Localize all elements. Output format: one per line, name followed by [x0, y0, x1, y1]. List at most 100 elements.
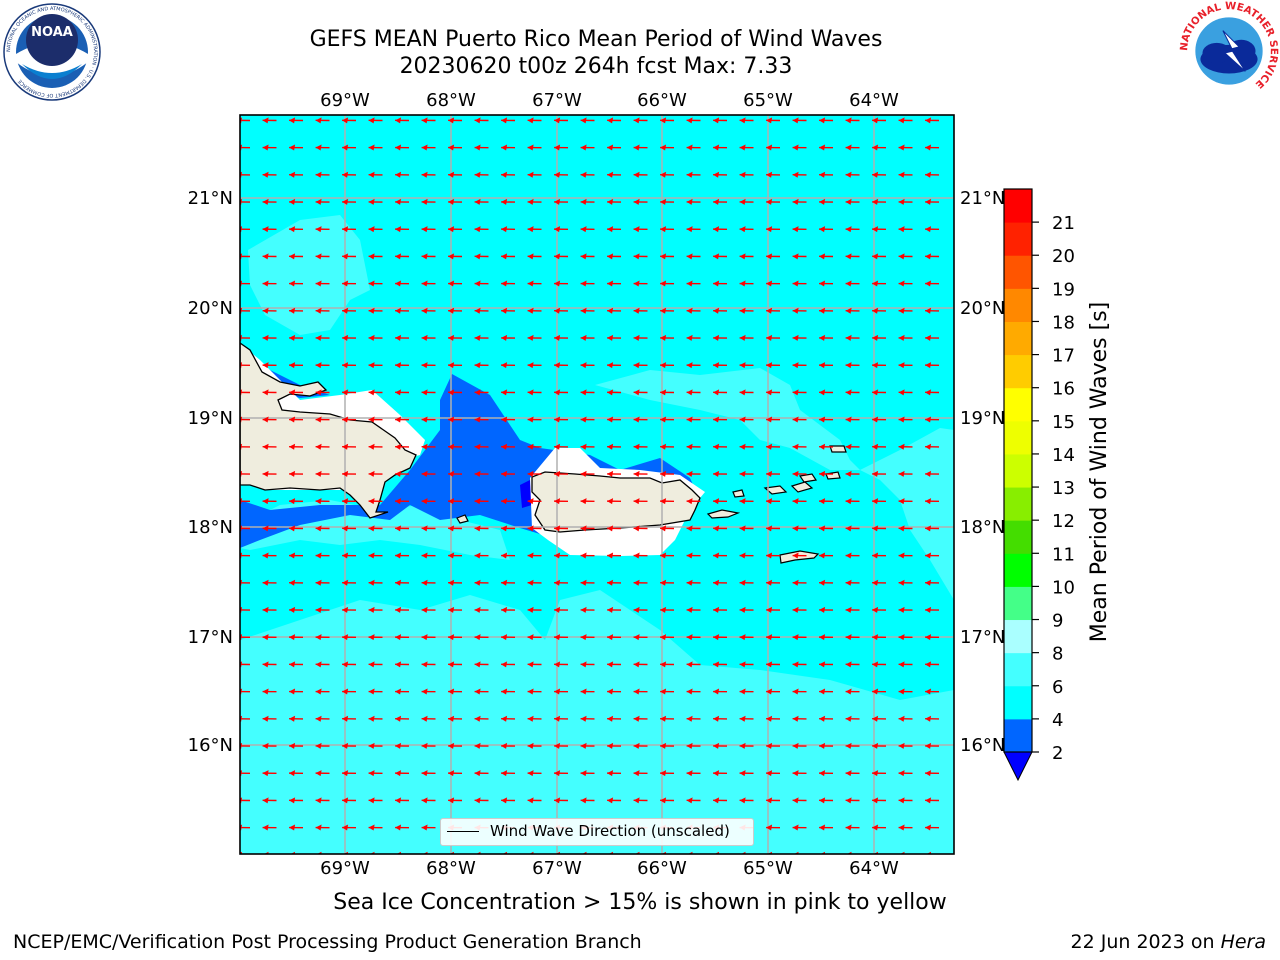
wind-wave-arrow	[872, 634, 887, 641]
wind-wave-arrow	[262, 470, 277, 477]
wind-wave-arrow	[633, 742, 648, 749]
land-virgin-islands	[732, 489, 745, 498]
wind-wave-arrow	[739, 606, 754, 613]
colorbar-segment	[1004, 255, 1032, 289]
wind-wave-arrow	[845, 606, 860, 613]
wind-wave-arrow	[474, 334, 489, 341]
wind-wave-arrow	[395, 171, 410, 178]
wind-wave-arrow	[713, 226, 728, 233]
wind-wave-arrow	[315, 280, 330, 287]
wind-wave-arrow	[421, 634, 436, 641]
wind-wave-arrow	[421, 226, 436, 233]
wind-wave-arrow	[395, 198, 410, 205]
wind-wave-arrow	[925, 770, 940, 777]
wind-wave-arrow	[792, 525, 807, 532]
wind-wave-arrow	[580, 606, 595, 613]
wind-wave-arrow	[898, 742, 913, 749]
wind-wave-arrow	[501, 552, 516, 559]
wind-wave-arrow	[368, 416, 383, 423]
wind-wave-arrow	[660, 226, 675, 233]
wind-wave-arrow	[660, 362, 675, 369]
wind-wave-arrow	[474, 389, 489, 396]
wind-wave-arrow	[739, 362, 754, 369]
wind-wave-arrow	[713, 470, 728, 477]
wind-wave-arrow	[607, 797, 622, 804]
wind-wave-arrow	[501, 715, 516, 722]
wind-wave-arrow	[633, 579, 648, 586]
wind-wave-arrow	[713, 389, 728, 396]
colorbar-tick-label: 18	[1052, 312, 1075, 333]
wind-wave-arrow	[342, 606, 357, 613]
lat-label-left: 17°N	[188, 627, 233, 648]
wind-wave-arrow	[395, 742, 410, 749]
wind-wave-arrow	[580, 470, 595, 477]
wind-wave-arrow	[527, 797, 542, 804]
wind-wave-arrow	[686, 416, 701, 423]
wind-wave-arrow	[342, 416, 357, 423]
wind-wave-arrow	[315, 824, 330, 831]
wind-wave-arrow	[686, 117, 701, 124]
wind-wave-arrow	[898, 498, 913, 505]
wind-wave-arrow	[262, 797, 277, 804]
wind-wave-arrow	[845, 470, 860, 477]
wind-wave-arrow	[527, 552, 542, 559]
wind-wave-arrow	[872, 797, 887, 804]
wind-wave-arrow	[262, 280, 277, 287]
wind-wave-arrow	[686, 362, 701, 369]
lat-label-left: 18°N	[188, 517, 233, 538]
wind-wave-arrow	[580, 688, 595, 695]
wind-wave-arrow	[315, 606, 330, 613]
wind-wave-arrow	[898, 770, 913, 777]
wind-wave-arrow	[421, 117, 436, 124]
wind-wave-arrow	[421, 443, 436, 450]
wind-wave-arrow	[819, 280, 834, 287]
wind-wave-arrow	[766, 362, 781, 369]
nws-logo: NATIONAL WEATHER SERVICE	[1179, 1, 1279, 100]
wind-wave-arrow	[368, 117, 383, 124]
wind-wave-arrow	[289, 362, 304, 369]
wind-wave-arrow	[925, 171, 940, 178]
wind-wave-arrow	[739, 688, 754, 695]
wind-wave-arrow	[898, 797, 913, 804]
wind-wave-arrow	[845, 334, 860, 341]
wind-wave-arrow	[792, 307, 807, 314]
wind-wave-arrow	[845, 389, 860, 396]
wind-wave-arrow	[421, 470, 436, 477]
wind-wave-arrow	[766, 661, 781, 668]
wind-wave-arrow	[474, 117, 489, 124]
wind-wave-arrow	[660, 171, 675, 178]
wind-wave-arrow	[580, 797, 595, 804]
wind-wave-arrow	[766, 525, 781, 532]
wind-wave-arrow	[633, 498, 648, 505]
wind-wave-arrow	[474, 525, 489, 532]
wind-wave-arrow	[421, 525, 436, 532]
wind-wave-arrow	[262, 307, 277, 314]
wind-wave-arrow	[289, 144, 304, 151]
wind-wave-arrow	[527, 307, 542, 314]
wind-wave-arrow	[315, 416, 330, 423]
wind-wave-arrow	[792, 498, 807, 505]
sea-ice-note: Sea Ice Concentration > 15% is shown in …	[333, 890, 947, 915]
wind-wave-arrow	[686, 688, 701, 695]
wind-wave-arrow	[766, 226, 781, 233]
wind-wave-arrow	[633, 334, 648, 341]
wind-wave-arrow	[315, 770, 330, 777]
wind-wave-arrow	[421, 498, 436, 505]
wind-wave-arrow	[660, 770, 675, 777]
wind-wave-arrow	[925, 498, 940, 505]
wind-wave-arrow	[792, 362, 807, 369]
wind-wave-arrow	[421, 280, 436, 287]
wind-wave-arrow	[289, 334, 304, 341]
wind-wave-arrow	[686, 171, 701, 178]
wind-wave-arrow	[872, 389, 887, 396]
wind-wave-arrow	[315, 688, 330, 695]
wind-wave-arrow	[607, 171, 622, 178]
wind-wave-arrow	[925, 552, 940, 559]
wind-wave-arrow	[501, 362, 516, 369]
wind-wave-arrow	[527, 117, 542, 124]
wind-wave-arrow	[368, 688, 383, 695]
lon-label-top: 69°W	[320, 90, 370, 111]
wind-wave-arrow	[845, 226, 860, 233]
wind-wave-arrow	[607, 579, 622, 586]
wind-wave-arrow	[395, 307, 410, 314]
